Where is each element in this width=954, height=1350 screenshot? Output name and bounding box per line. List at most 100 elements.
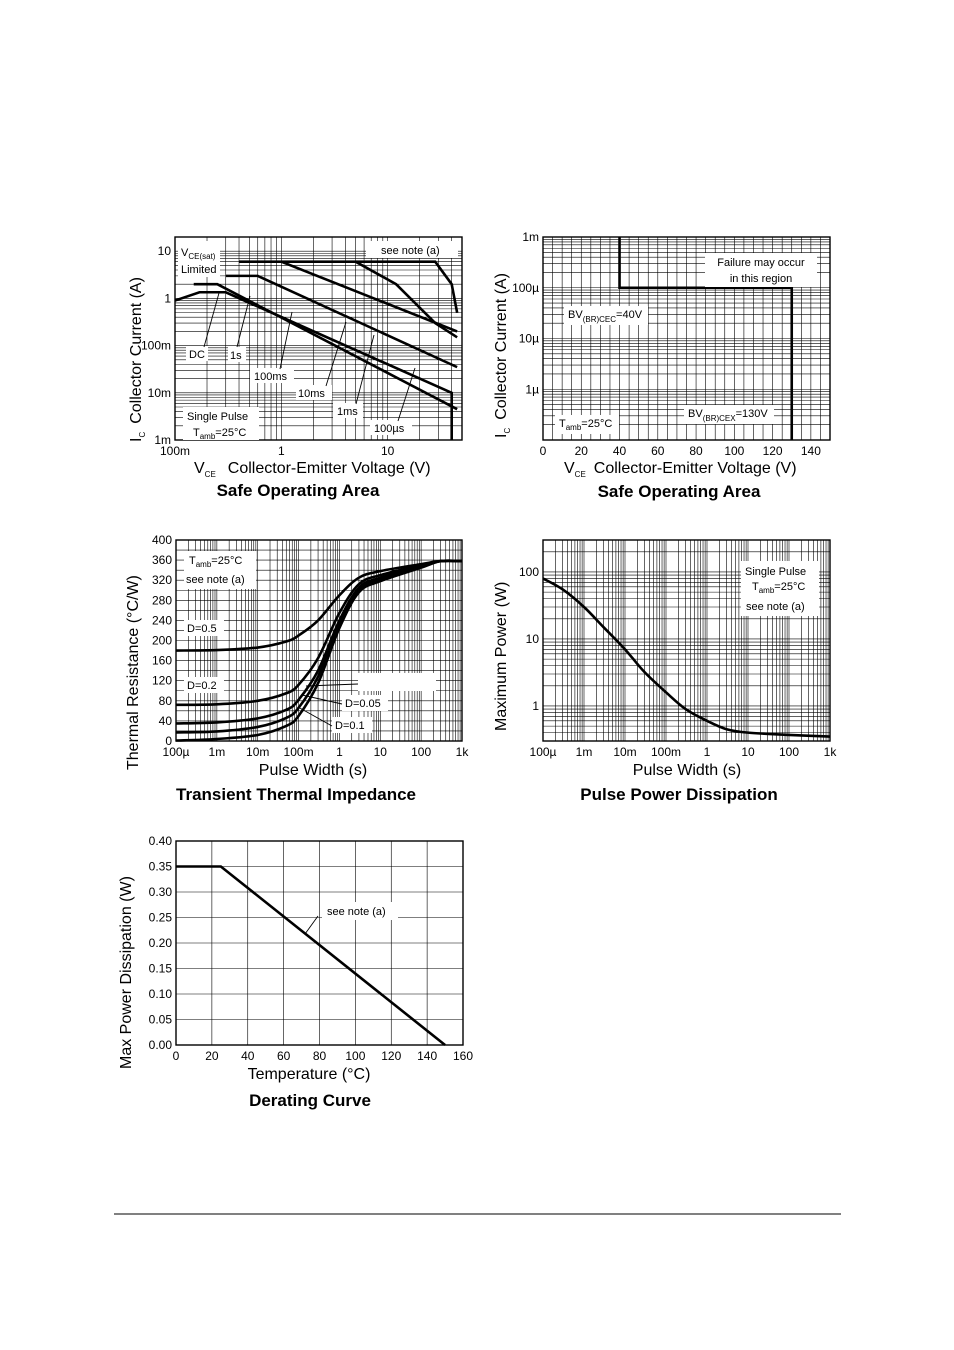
series-1ms — [281, 260, 458, 339]
y-tick-label: 0.20 — [149, 936, 173, 950]
x-tick-label: 1 — [336, 745, 343, 759]
100ms-label: 100ms — [254, 371, 288, 383]
y-tick-label: 400 — [152, 533, 172, 547]
bv-cec-label: BV(BR)CEC=40V — [568, 309, 643, 324]
x-tick-label: 100m — [284, 745, 314, 759]
x-tick-label: 1 — [278, 444, 285, 458]
d02-label: D=0.2 — [187, 680, 217, 692]
chart-title: Derating Curve — [249, 1091, 371, 1110]
y-tick-label: 10m — [148, 386, 171, 400]
y-tick-label: 1 — [532, 699, 539, 713]
x-tick-label: 0 — [173, 1049, 180, 1063]
x-tick-label: 10m — [246, 745, 269, 759]
x-tick-label: 100µ — [163, 745, 190, 759]
soa-log-chart: 100m 1 10 10 1 100m 10m 1m VCE(sat) Limited see… — [128, 236, 463, 500]
y-tick-label: 320 — [152, 573, 172, 587]
x-tick-label: 100 — [779, 745, 799, 759]
x-axis-label: VCE Collector-Emitter Voltage (V) — [564, 460, 797, 479]
x-tick-label: 10 — [374, 745, 388, 759]
tamb-label: Tamb=25°C — [752, 581, 805, 595]
x-tick-label: 20 — [575, 444, 589, 458]
y-tick-label: 0.15 — [149, 962, 173, 976]
y-tick-label: 40 — [159, 714, 173, 728]
y-tick-label: 0.25 — [149, 911, 173, 925]
see-note-label: see note (a) — [327, 906, 386, 918]
x-tick-label: 10m — [613, 745, 636, 759]
pulse-power-frame — [542, 539, 831, 742]
chart-title: Pulse Power Dissipation — [580, 785, 777, 804]
1s-label: 1s — [230, 350, 242, 362]
y-tick-label: 1m — [154, 433, 171, 447]
10ms-label: 10ms — [298, 388, 325, 400]
100us-label: 100µs — [374, 423, 405, 435]
y-tick-label: 120 — [152, 674, 172, 688]
x-axis-label: Pulse Width (s) — [259, 762, 367, 779]
y-tick-label: 0.00 — [149, 1038, 173, 1052]
dc-label: DC — [189, 349, 205, 361]
x-axis-label: VCE Collector-Emitter Voltage (V) — [194, 460, 431, 479]
y-tick-label: 200 — [152, 634, 172, 648]
derating-curves — [176, 865, 446, 1047]
single-pulse-label: Single Pulse — [745, 566, 806, 578]
x-tick-label: 20 — [205, 1049, 219, 1063]
x-tick-label: 100m — [160, 444, 190, 458]
soa-linear-curves — [618, 237, 794, 440]
failure-label-line2: in this region — [730, 273, 792, 285]
soa-linear-frame — [542, 236, 831, 441]
x-axis-label: Temperature (°C) — [248, 1066, 371, 1083]
derating-frame — [175, 840, 464, 1046]
thermal-curves — [175, 559, 463, 742]
x-tick-label: 100 — [724, 444, 744, 458]
x-tick-label: 40 — [613, 444, 627, 458]
soa-log-curves — [174, 260, 459, 440]
y-tick-label: 280 — [152, 593, 172, 607]
y-tick-label: 1m — [522, 230, 539, 244]
d05-label: D=0.5 — [187, 623, 217, 635]
y-tick-label: 0.05 — [149, 1013, 173, 1027]
soa-linear-chart: 0 20 40 60 80 100 120 140 1m 100µ 10µ 1µ Failure ma… — [493, 230, 831, 501]
chart-title: Transient Thermal Impedance — [176, 785, 416, 804]
y-tick-label: 1 — [164, 291, 171, 305]
see-note-label: see note (a) — [186, 574, 245, 586]
vce-sat-label: VCE(sat) — [181, 247, 216, 261]
series-single-pulse — [542, 577, 831, 738]
failure-label-line1: Failure may occur — [717, 257, 805, 269]
chart-title: Safe Operating Area — [598, 482, 761, 501]
pulse-power-chart: 100µ 1m 10m 100m 1 10 100 1k 100 10 1 Single Pulse… — [493, 539, 838, 804]
y-tick-label: 80 — [159, 694, 173, 708]
y-tick-label: 0 — [165, 734, 172, 748]
y-axis-label: Thermal Resistance (°C/W) — [125, 575, 142, 770]
y-tick-label: 100 — [519, 565, 539, 579]
limited-label: Limited — [181, 264, 216, 276]
x-tick-label: 120 — [381, 1049, 401, 1063]
y-tick-label: 0.40 — [149, 834, 173, 848]
y-tick-label: 100m — [141, 339, 171, 353]
y-axis-label: ICCollector Current (A) — [128, 277, 147, 442]
x-tick-label: 1m — [576, 745, 593, 759]
x-tick-label: 1k — [456, 745, 470, 759]
x-tick-label: 160 — [453, 1049, 473, 1063]
y-tick-label: 240 — [152, 613, 172, 627]
x-tick-label: 1 — [704, 745, 711, 759]
y-tick-label: 10µ — [519, 332, 539, 346]
series-1s — [193, 282, 458, 411]
series-100ms — [225, 274, 458, 369]
x-tick-label: 100 — [345, 1049, 365, 1063]
y-tick-label: 10 — [526, 632, 540, 646]
1ms-label: 1ms — [337, 406, 358, 418]
tamb-label: Tamb=25°C — [559, 418, 612, 432]
d005-label: D=0.05 — [345, 698, 381, 710]
x-tick-label: 10 — [741, 745, 755, 759]
x-tick-label: 40 — [241, 1049, 255, 1063]
x-tick-label: 100m — [651, 745, 681, 759]
single-pulse-label: Single Pulse — [187, 411, 248, 423]
x-tick-label: 80 — [313, 1049, 327, 1063]
series-10ms — [239, 260, 458, 333]
y-tick-label: 160 — [152, 654, 172, 668]
y-tick-label: 0.35 — [149, 860, 173, 874]
see-note-label: see note (a) — [746, 601, 805, 613]
tamb-label: Tamb=25°C — [193, 427, 246, 441]
x-tick-label: 1k — [824, 745, 838, 759]
series-100µs — [355, 260, 459, 313]
